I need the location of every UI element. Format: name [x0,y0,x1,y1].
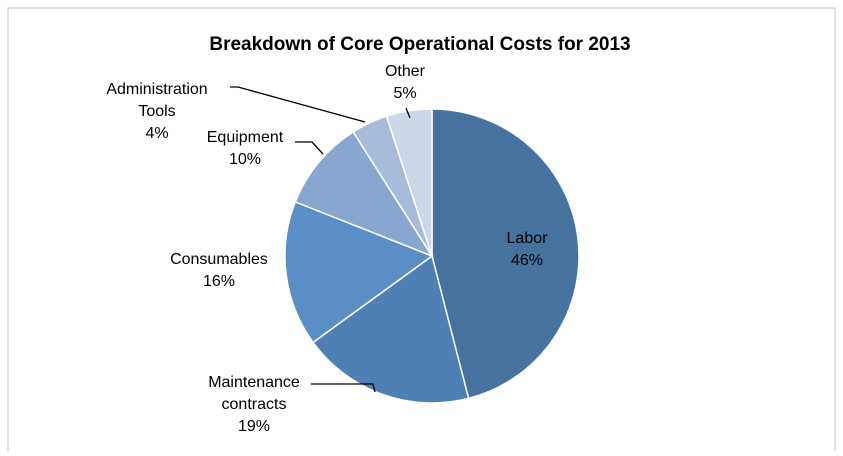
pie-slice-other [385,108,433,257]
category-label-maintenance-contracts: Maintenance [208,374,300,391]
value-label-labor: 46% [511,252,543,269]
pie-slice-consumables [284,200,434,344]
pie-slices [284,108,580,404]
leader-line-administration-tools [230,86,366,123]
category-label-equipment: Equipment [207,129,284,146]
chart-title: Breakdown of Core Operational Costs for … [209,34,630,55]
category-label-other: Other [385,63,426,80]
category-label-administration-tools: Administration [106,81,207,98]
chart-border [7,7,836,451]
category-label-administration-tools: Tools [138,103,175,120]
value-label-maintenance-contracts: 19% [238,418,270,435]
leader-lines [230,86,411,393]
value-label-administration-tools: 4% [145,125,168,142]
category-label-labor: Labor [507,230,549,247]
category-label-maintenance-contracts: contracts [222,396,287,413]
pie-slice-labor [431,108,580,400]
pie-slice-equipment [294,130,434,258]
value-label-consumables: 16% [203,273,235,290]
slice-labels: Labor 46% Maintenance contracts 19% Consumabl… [106,63,548,435]
value-label-other: 5% [393,85,416,102]
leader-line-other [405,107,411,119]
value-label-equipment: 10% [229,151,261,168]
leader-line-equipment [295,141,324,155]
pie-slice-maintenance-contracts [312,254,470,404]
category-label-consumables: Consumables [170,251,268,268]
leader-line-maintenance-contracts [311,383,376,393]
